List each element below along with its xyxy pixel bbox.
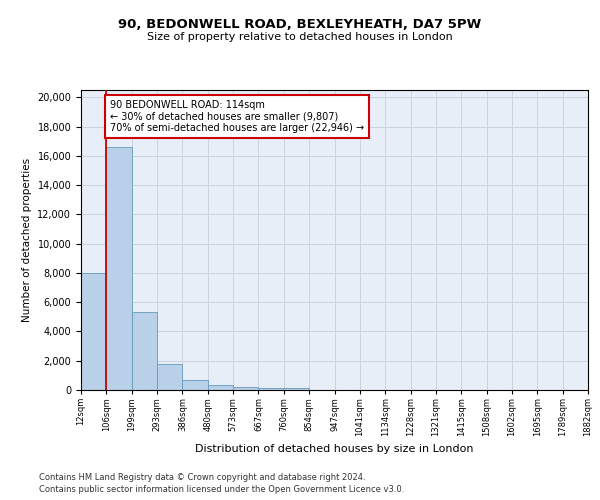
Text: Contains HM Land Registry data © Crown copyright and database right 2024.: Contains HM Land Registry data © Crown c… [39, 472, 365, 482]
Bar [106, 147, 132, 390]
Y-axis label: Number of detached properties: Number of detached properties [22, 158, 32, 322]
Text: 90, BEDONWELL ROAD, BEXLEYHEATH, DA7 5PW: 90, BEDONWELL ROAD, BEXLEYHEATH, DA7 5PW [118, 18, 482, 30]
Bar [208, 385, 233, 390]
Text: Size of property relative to detached houses in London: Size of property relative to detached ho… [147, 32, 453, 42]
Bar [284, 388, 309, 390]
Bar [259, 388, 284, 390]
Bar [157, 364, 182, 390]
X-axis label: Distribution of detached houses by size in London: Distribution of detached houses by size … [195, 444, 474, 454]
Bar [81, 273, 106, 390]
Bar [182, 380, 208, 390]
Text: 90 BEDONWELL ROAD: 114sqm
← 30% of detached houses are smaller (9,807)
70% of se: 90 BEDONWELL ROAD: 114sqm ← 30% of detac… [110, 100, 364, 134]
Bar [132, 312, 157, 390]
Bar [233, 387, 259, 390]
Text: Contains public sector information licensed under the Open Government Licence v3: Contains public sector information licen… [39, 485, 404, 494]
